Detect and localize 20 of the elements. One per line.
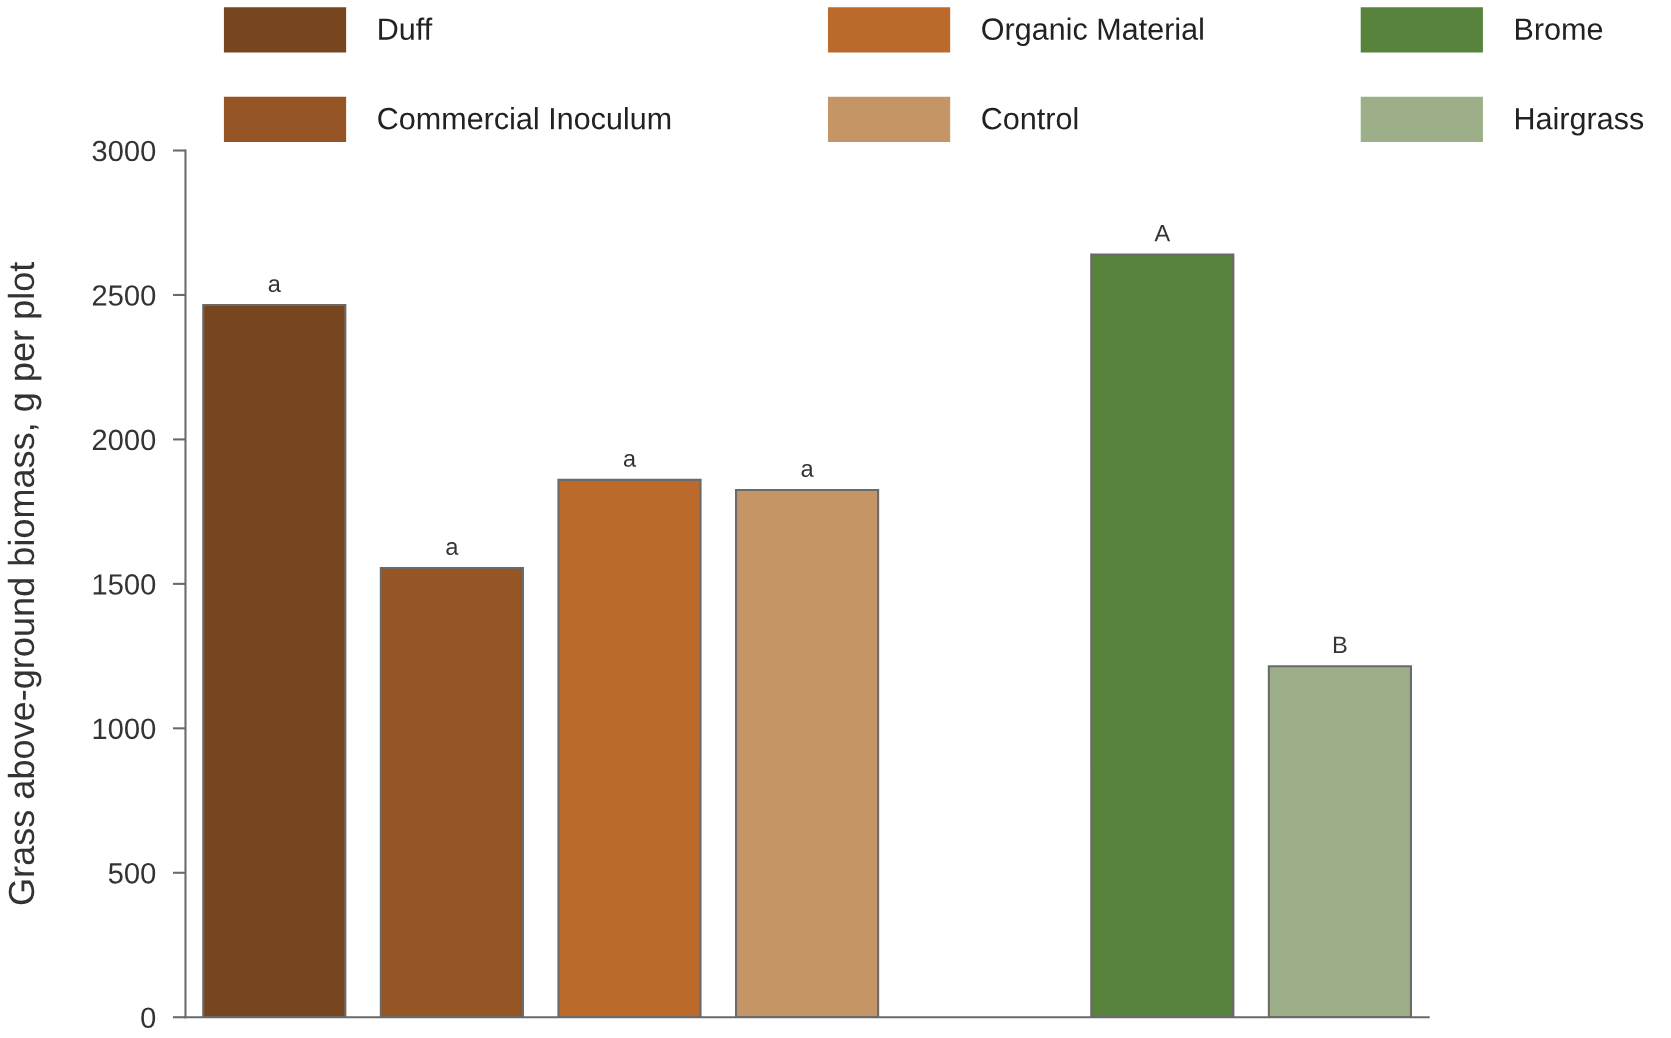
legend-label: Organic Material	[982, 17, 1203, 46]
data-label: B	[1333, 636, 1347, 653]
y-tick-label: 2000	[92, 429, 156, 451]
y-tick-label: 1000	[93, 718, 156, 740]
y-tick-label: 1500	[93, 574, 156, 595]
data-label: a	[268, 279, 281, 293]
data-label: a	[446, 542, 459, 555]
y-tick-label: 3000	[92, 140, 156, 162]
data-label: a	[801, 464, 814, 477]
legend-label: Control	[982, 107, 1078, 130]
legend-label: Hairgrass	[1516, 107, 1644, 136]
legend-label: Brome	[1516, 18, 1603, 40]
legend-label: Commercial Inoculum	[378, 107, 671, 130]
y-tick-label: 500	[108, 862, 156, 884]
legend-label: Duff	[379, 17, 433, 40]
y-tick-label: 0	[141, 1007, 156, 1029]
data-label: A	[1154, 225, 1171, 242]
y-tick-label: 2500	[92, 285, 156, 306]
y-axis-title: Grass above-ground biomass, g per plot	[7, 261, 42, 905]
data-label: a	[623, 453, 637, 467]
